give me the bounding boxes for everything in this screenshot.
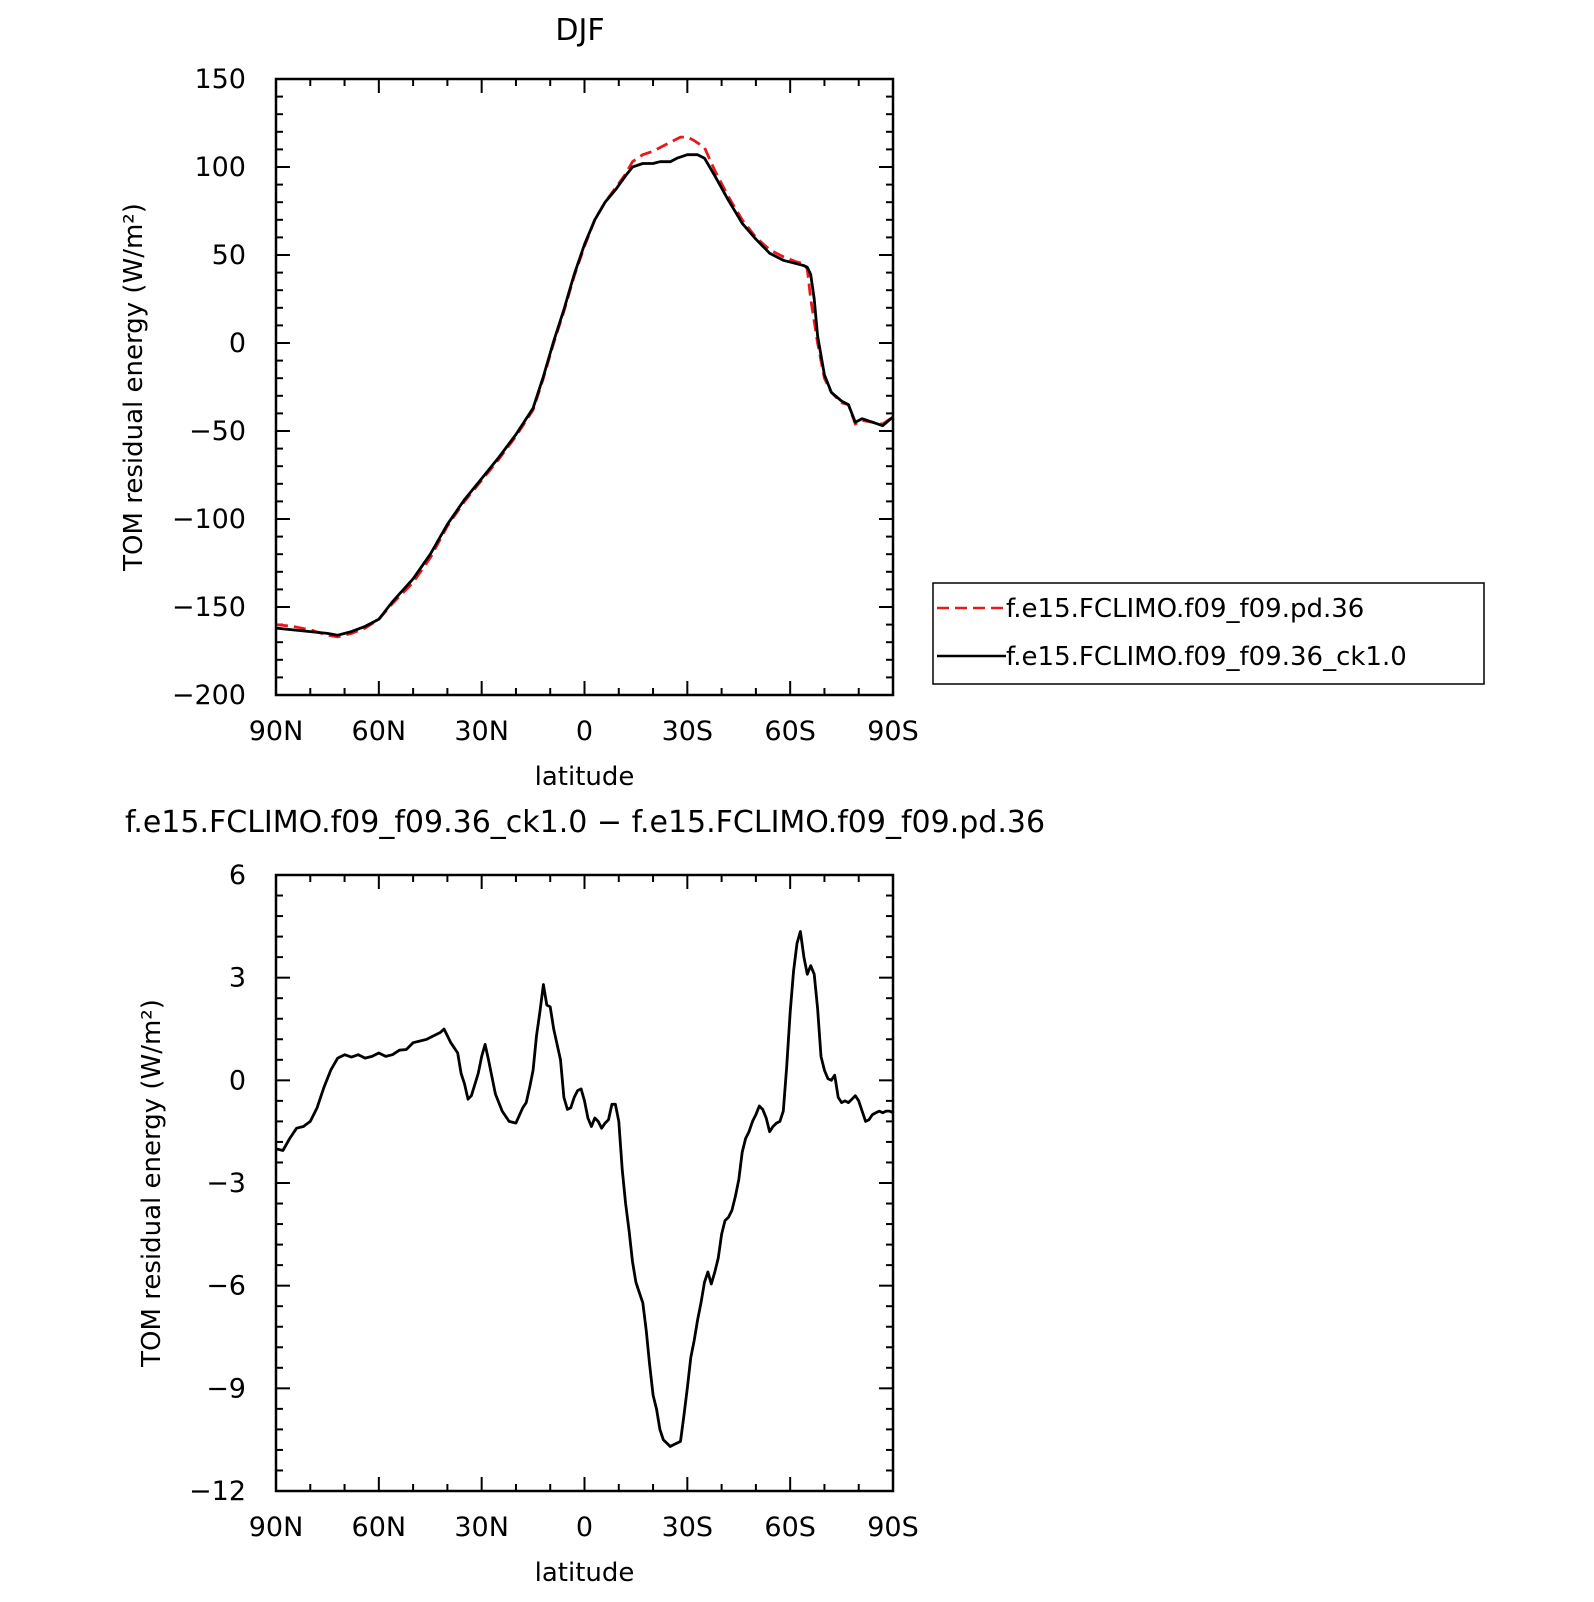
x-tick-label: 30S [662, 1512, 714, 1543]
x-tick-label: 90N [249, 1512, 304, 1543]
y-tick-label: −3 [206, 1168, 246, 1199]
top-plot-frame [274, 77, 895, 697]
x-tick-label: 30N [454, 1512, 509, 1543]
top-ticks [275, 78, 894, 696]
bottom-panel: f.e15.FCLIMO.f09_f09.36_ck1.0 − f.e15.FC… [125, 805, 1045, 1588]
x-tick-label: 90S [867, 716, 919, 747]
y-tick-label: −50 [189, 416, 246, 447]
top-x-tick-labels: 90N 60N 30N 0 30S 60S 90S [249, 716, 919, 747]
x-tick-label: 0 [576, 1512, 593, 1543]
top-panel: DJF 90N 60N 30N 0 30S 60S 90S −200 −150 −100 −50 0… [119, 13, 1485, 792]
series-line-solid [275, 153, 894, 637]
bottom-y-axis-label: TOM residual energy (W/m²) [137, 999, 167, 1368]
x-tick-label: 0 [576, 716, 593, 747]
bottom-ticks [275, 874, 894, 1492]
y-tick-label: 100 [194, 152, 246, 183]
top-x-axis-label: latitude [535, 762, 635, 792]
x-tick-label: 60S [764, 716, 816, 747]
x-tick-label: 60S [764, 1512, 816, 1543]
x-tick-label: 60N [352, 716, 407, 747]
top-series-group [275, 135, 894, 639]
y-tick-label: 6 [229, 860, 246, 891]
bottom-chart-title: f.e15.FCLIMO.f09_f09.36_ck1.0 − f.e15.FC… [125, 805, 1045, 840]
x-tick-label: 90S [867, 1512, 919, 1543]
y-tick-label: 0 [229, 328, 246, 359]
y-tick-label: 150 [194, 64, 246, 95]
top-chart-title: DJF [555, 13, 604, 48]
top-y-axis-label: TOM residual energy (W/m²) [119, 203, 149, 572]
top-y-tick-labels: −200 −150 −100 −50 0 50 100 150 [172, 64, 246, 711]
bottom-y-tick-labels: −12 −9 −6 −3 0 3 6 [189, 860, 246, 1507]
legend-label-ck10: f.e15.FCLIMO.f09_f09.36_ck1.0 [1006, 642, 1407, 672]
y-tick-label: −200 [172, 680, 246, 711]
bottom-plot-frame [274, 873, 895, 1493]
series-line-solid [275, 930, 894, 1448]
y-tick-label: −150 [172, 592, 246, 623]
series-line-dashed [275, 135, 894, 639]
x-tick-label: 90N [249, 716, 304, 747]
x-tick-label: 30S [662, 716, 714, 747]
y-tick-label: 3 [229, 963, 246, 994]
x-tick-label: 60N [352, 1512, 407, 1543]
bottom-x-tick-labels: 90N 60N 30N 0 30S 60S 90S [249, 1512, 919, 1543]
y-tick-label: −9 [206, 1373, 246, 1404]
y-tick-label: 0 [229, 1065, 246, 1096]
y-tick-label: 50 [212, 240, 246, 271]
y-tick-label: −100 [172, 504, 246, 535]
bottom-series-group [275, 930, 894, 1448]
legend-label-pd36: f.e15.FCLIMO.f09_f09.pd.36 [1006, 594, 1364, 624]
legend-box [932, 582, 1485, 685]
y-tick-label: −6 [206, 1271, 246, 1302]
y-tick-label: −12 [189, 1476, 246, 1507]
bottom-x-axis-label: latitude [535, 1558, 635, 1588]
x-tick-label: 30N [454, 716, 509, 747]
legend: f.e15.FCLIMO.f09_f09.pd.36 f.e15.FCLIMO.… [932, 582, 1485, 685]
